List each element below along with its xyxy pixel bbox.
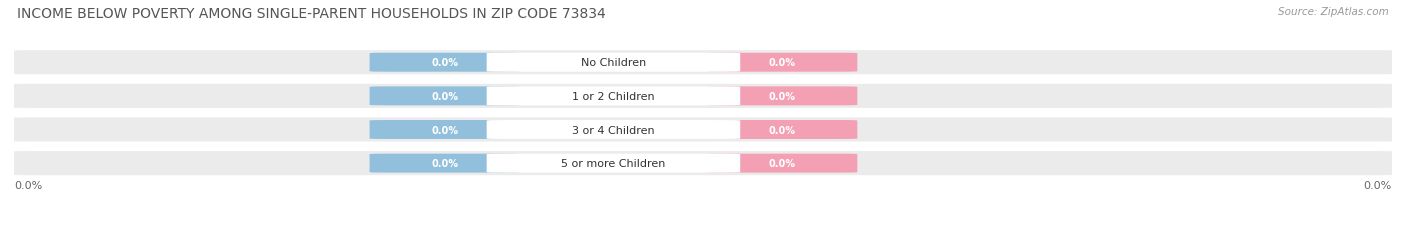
- FancyBboxPatch shape: [370, 154, 520, 173]
- FancyBboxPatch shape: [707, 154, 858, 173]
- Text: 0.0%: 0.0%: [769, 58, 796, 68]
- Text: 0.0%: 0.0%: [432, 125, 458, 135]
- FancyBboxPatch shape: [486, 121, 740, 139]
- Text: 0.0%: 0.0%: [769, 91, 796, 101]
- Text: 1 or 2 Children: 1 or 2 Children: [572, 91, 655, 101]
- FancyBboxPatch shape: [486, 87, 740, 106]
- FancyBboxPatch shape: [486, 54, 740, 72]
- Text: 0.0%: 0.0%: [1364, 180, 1392, 190]
- Text: 0.0%: 0.0%: [14, 180, 42, 190]
- FancyBboxPatch shape: [6, 51, 1400, 75]
- FancyBboxPatch shape: [707, 87, 858, 106]
- Text: Source: ZipAtlas.com: Source: ZipAtlas.com: [1278, 7, 1389, 17]
- Text: 0.0%: 0.0%: [432, 58, 458, 68]
- FancyBboxPatch shape: [486, 154, 740, 173]
- Text: INCOME BELOW POVERTY AMONG SINGLE-PARENT HOUSEHOLDS IN ZIP CODE 73834: INCOME BELOW POVERTY AMONG SINGLE-PARENT…: [17, 7, 606, 21]
- Text: 0.0%: 0.0%: [769, 125, 796, 135]
- FancyBboxPatch shape: [707, 54, 858, 72]
- FancyBboxPatch shape: [370, 54, 520, 72]
- FancyBboxPatch shape: [6, 118, 1400, 142]
- FancyBboxPatch shape: [6, 152, 1400, 175]
- Text: 3 or 4 Children: 3 or 4 Children: [572, 125, 655, 135]
- Text: 0.0%: 0.0%: [432, 91, 458, 101]
- Text: 0.0%: 0.0%: [769, 158, 796, 168]
- FancyBboxPatch shape: [370, 121, 520, 139]
- Text: No Children: No Children: [581, 58, 647, 68]
- Text: 0.0%: 0.0%: [432, 158, 458, 168]
- FancyBboxPatch shape: [370, 87, 520, 106]
- Text: 5 or more Children: 5 or more Children: [561, 158, 665, 168]
- FancyBboxPatch shape: [707, 121, 858, 139]
- FancyBboxPatch shape: [6, 85, 1400, 108]
